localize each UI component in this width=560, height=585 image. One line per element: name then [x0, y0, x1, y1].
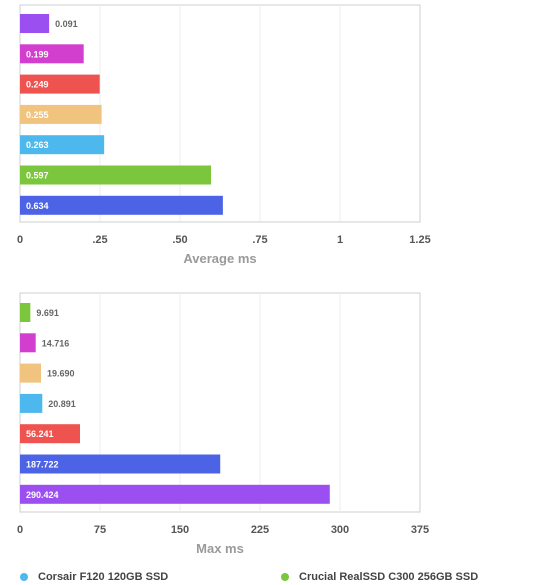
- legend-item-corsair[interactable]: Corsair F120 120GB SSD: [20, 571, 168, 583]
- x-tick-label: .75: [252, 234, 267, 246]
- x-tick-label: 225: [251, 524, 269, 536]
- bar: [20, 303, 31, 322]
- x-axis-title: Max ms: [196, 541, 244, 556]
- x-tick-label: 0: [17, 524, 23, 536]
- bar: [20, 44, 84, 64]
- data-label: 0.091: [55, 19, 78, 29]
- bar: [20, 195, 223, 215]
- data-label: 187.722: [26, 460, 59, 470]
- data-label: 56.241: [26, 429, 54, 439]
- data-label: 9.691: [36, 308, 59, 318]
- legend-label-crucial: Crucial RealSSD C300 256GB SSD: [299, 571, 479, 583]
- legend-item-crucial[interactable]: Crucial RealSSD C300 256GB SSD: [281, 571, 478, 583]
- data-label: 0.199: [26, 49, 49, 59]
- x-tick-label: 300: [331, 524, 349, 536]
- data-label: 20.891: [48, 399, 76, 409]
- bar: [20, 424, 80, 444]
- x-tick-label: .25: [92, 234, 107, 246]
- x-tick-label: 150: [171, 524, 189, 536]
- data-label: 0.249: [26, 80, 49, 90]
- bar: [20, 393, 43, 413]
- bar: [20, 104, 102, 124]
- x-tick-label: 375: [411, 524, 429, 536]
- legend-swatch-crucial: [281, 573, 289, 581]
- bar: [20, 165, 212, 185]
- legend-label-corsair: Corsair F120 120GB SSD: [38, 571, 169, 583]
- data-label: 0.634: [26, 201, 49, 211]
- data-label: 290.424: [26, 490, 59, 500]
- bar: [20, 14, 50, 33]
- bar: [20, 363, 42, 383]
- charts-canvas: 0 .25 .50 .75 1 1.25 0.091 0.199 0.249 0.255 0.263…: [17, 4, 431, 556]
- x-axis-title: Average ms: [183, 251, 256, 266]
- bar: [20, 454, 221, 474]
- data-label: 0.597: [26, 171, 49, 181]
- legend: Corsair F120 120GB SSD Crucial RealSSD C…: [0, 571, 560, 585]
- x-tick-label: 75: [94, 524, 106, 536]
- data-label: 0.263: [26, 140, 49, 150]
- bar: [20, 484, 330, 504]
- legend-swatch-corsair: [20, 573, 28, 581]
- data-label: 0.255: [26, 110, 49, 120]
- x-tick-label: 1: [337, 234, 343, 246]
- plot-frame-1: [19, 292, 421, 513]
- bar: [20, 74, 100, 94]
- bar: [20, 333, 36, 353]
- x-tick-label: 1.25: [409, 234, 430, 246]
- data-label: 19.690: [47, 369, 75, 379]
- data-label: 14.716: [42, 338, 70, 348]
- x-tick-label: .50: [172, 234, 187, 246]
- x-tick-label: 0: [17, 234, 23, 246]
- bar: [20, 135, 105, 155]
